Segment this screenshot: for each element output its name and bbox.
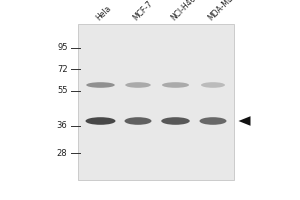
Bar [78, 24, 234, 180]
Text: 95: 95 [57, 44, 68, 52]
Ellipse shape [200, 117, 226, 125]
Text: 72: 72 [57, 64, 68, 73]
Ellipse shape [161, 117, 190, 125]
Ellipse shape [86, 82, 115, 88]
Text: 28: 28 [57, 148, 68, 158]
Ellipse shape [85, 117, 116, 125]
Text: Hela: Hela [94, 3, 113, 22]
Polygon shape [238, 116, 250, 126]
Ellipse shape [162, 82, 189, 88]
Ellipse shape [125, 82, 151, 88]
Ellipse shape [124, 117, 152, 125]
Text: MCF-7: MCF-7 [132, 0, 155, 22]
Text: 36: 36 [57, 121, 68, 130]
Text: 55: 55 [57, 86, 68, 95]
Text: MDA-MB453: MDA-MB453 [207, 0, 246, 22]
Ellipse shape [201, 82, 225, 88]
Text: NCI-H460: NCI-H460 [169, 0, 201, 22]
